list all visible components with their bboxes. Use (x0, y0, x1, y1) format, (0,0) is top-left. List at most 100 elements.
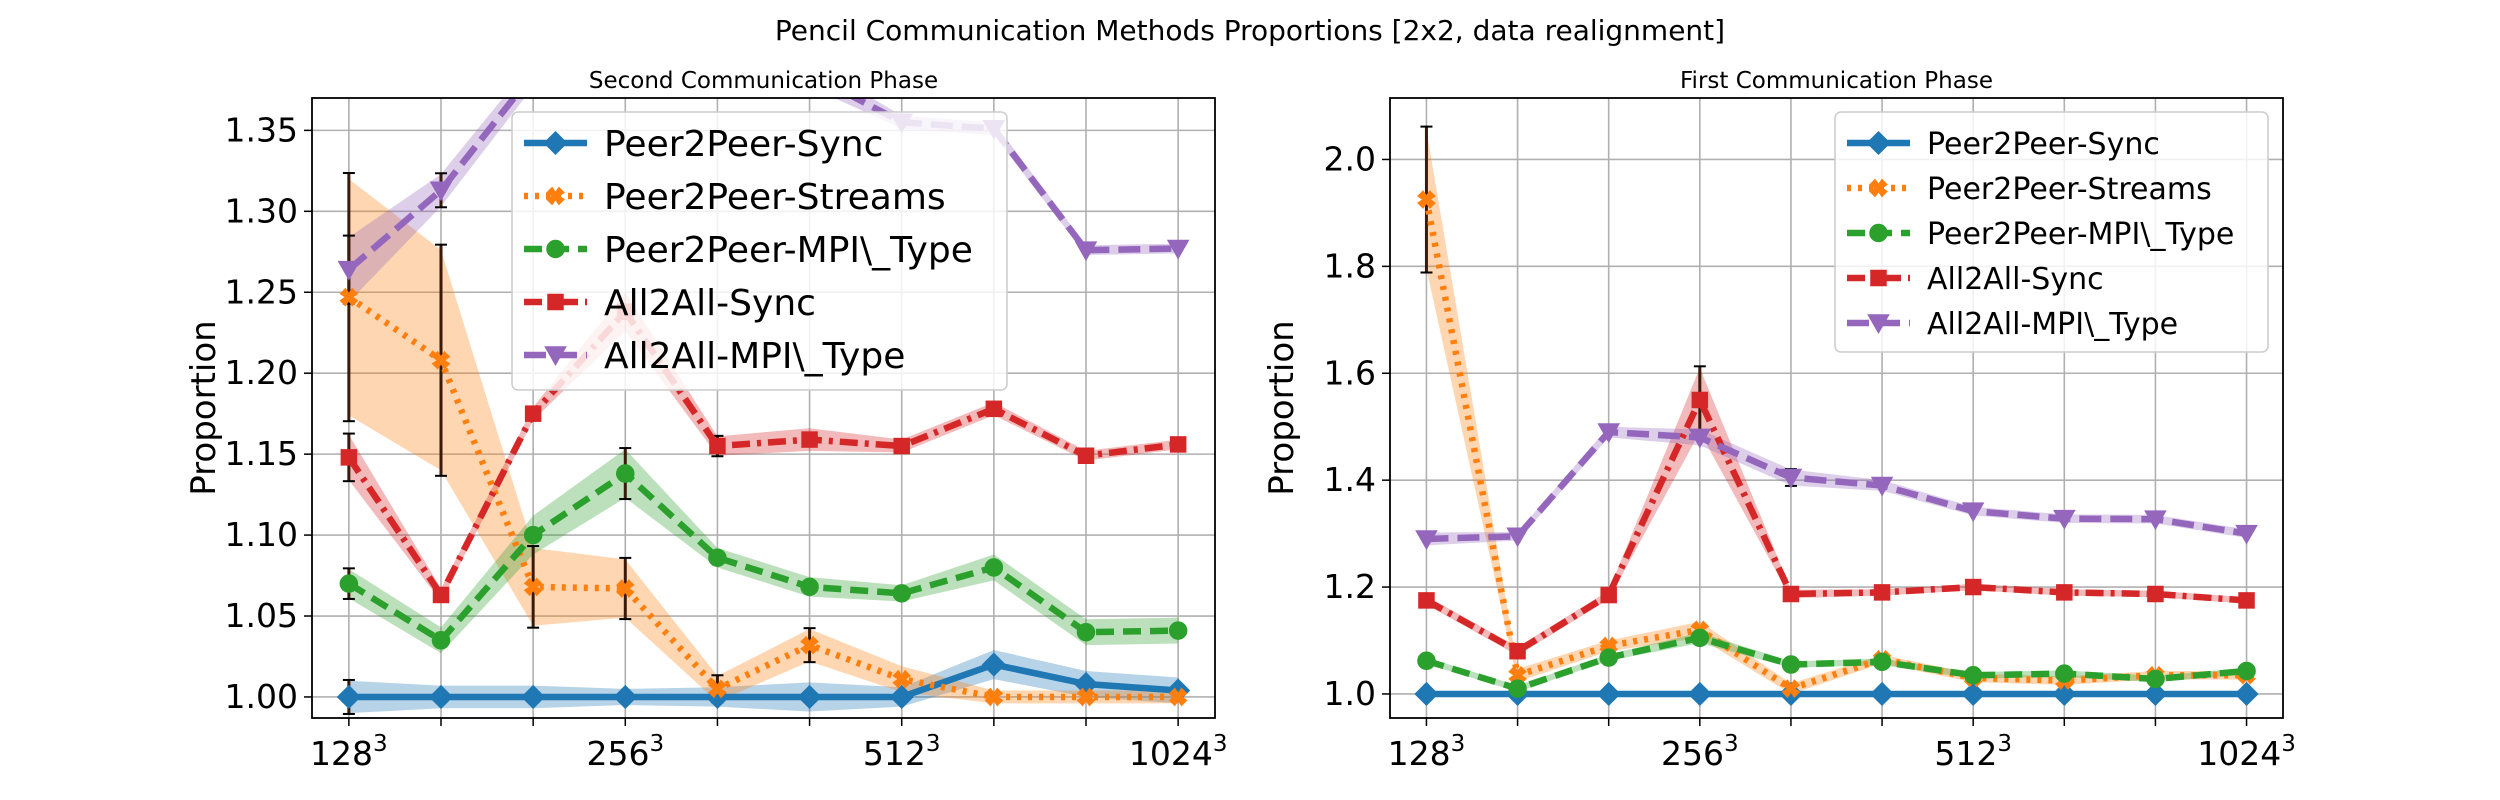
legend-label-all2all-mpi-type: All2All-MPI\_Type (604, 336, 905, 377)
y-tick-label: 1.35 (225, 110, 298, 149)
data-point-all2all-sync (1873, 584, 1891, 601)
y-tick-label: 1.8 (1324, 246, 1376, 285)
data-point-all2all-sync (1691, 391, 1709, 409)
legend-marker-peer2peer-mpi-type (546, 239, 565, 259)
y-tick-label: 1.25 (225, 272, 298, 311)
y-tick-label: 1.6 (1324, 353, 1376, 392)
chart-panel-second-phase: Second Communication Phase Proportion 1.00… (184, 50, 1228, 773)
data-point-all2all-mpi-type (337, 260, 361, 281)
data-point-peer2peer-streams (523, 577, 543, 597)
x-tick-label: 2563 (586, 731, 664, 773)
data-point-peer2peer-mpi-type (1599, 648, 1618, 667)
legend-label-peer2peer-sync: Peer2Peer-Sync (604, 124, 883, 165)
data-point-all2all-sync (2056, 584, 2073, 601)
data-point-peer2peer-sync (1778, 681, 1803, 707)
confidence-band-all2all-sync (348, 292, 1179, 602)
data-point-peer2peer-sync (2052, 681, 2077, 707)
y-tick-label: 1.2 (1324, 567, 1376, 606)
series-line-all2all-mpi-type (1426, 428, 2248, 543)
y-tick-label: 1.4 (1324, 460, 1376, 499)
data-point-peer2peer-streams (1168, 687, 1188, 707)
data-point-peer2peer-mpi-type (984, 558, 1004, 577)
series-line-peer2peer-mpi-type (1425, 634, 2247, 692)
legend-label-peer2peer-streams: Peer2Peer-Streams (604, 177, 946, 218)
series-line-peer2peer-streams (1423, 198, 2247, 692)
data-point-peer2peer-sync (521, 684, 546, 710)
data-point-all2all-sync (2147, 585, 2164, 603)
data-point-all2all-sync (1782, 585, 1800, 603)
y-tick-label: 1.15 (225, 434, 298, 473)
y-tick-label: 1.05 (225, 596, 298, 635)
legend-label-all2all-mpi-type: All2All-MPI\_Type (1927, 307, 2178, 342)
x-tick-label: 10243 (1129, 731, 1228, 773)
data-point-peer2peer-sync (1961, 681, 1986, 707)
x-tick-label: 10243 (2197, 731, 2296, 773)
legend-marker-peer2peer-mpi-type (1869, 223, 1888, 243)
data-point-peer2peer-mpi-type (2055, 664, 2074, 683)
legend-marker-all2all-mpi-type (544, 346, 567, 367)
data-point-all2all-sync (801, 431, 818, 448)
series-line-peer2peer-mpi-type (347, 470, 1179, 644)
data-point-all2all-mpi-type (1074, 241, 1098, 262)
data-point-peer2peer-sync (889, 684, 914, 710)
data-point-peer2peer-streams (892, 669, 912, 689)
data-point-all2all-sync (340, 449, 358, 466)
data-point-peer2peer-mpi-type (1963, 665, 1983, 685)
data-point-peer2peer-sync (2234, 681, 2259, 707)
legend-marker-peer2peer-sync (543, 130, 568, 156)
data-point-peer2peer-streams (1781, 679, 1801, 698)
data-point-peer2peer-mpi-type (2237, 661, 2256, 681)
data-point-peer2peer-sync (2143, 681, 2168, 707)
legend-marker-peer2peer-streams (546, 186, 565, 206)
confidence-band-peer2peer-streams (1426, 130, 2247, 694)
data-point-peer2peer-sync (1687, 681, 1712, 707)
series-line-peer2peer-streams (347, 294, 1179, 701)
legend: Peer2Peer-Sync Peer2Peer-Streams Peer2Peer… (1834, 111, 2269, 353)
legend-marker-peer2peer-sync (1866, 130, 1891, 156)
data-point-peer2peer-mpi-type (431, 631, 451, 650)
data-point-all2all-mpi-type (1166, 239, 1190, 260)
data-point-peer2peer-streams (984, 687, 1004, 707)
y-tick-label: 1.0 (1324, 674, 1376, 713)
y-tick-label: 1.10 (225, 515, 298, 554)
data-point-all2all-sync (524, 405, 542, 422)
data-point-all2all-sync (2238, 592, 2255, 609)
data-point-all2all-sync (1418, 592, 1435, 609)
figure-title: Pencil Communication Methods Proportions… (775, 14, 1725, 47)
y-axis-label: Proportion (1262, 320, 1302, 495)
legend-label-peer2peer-streams: Peer2Peer-Streams (1927, 172, 2212, 207)
x-tick-label: 5123 (863, 731, 941, 773)
data-point-all2all-mpi-type (615, 50, 635, 68)
x-tick-label: 1283 (1388, 731, 1466, 773)
legend-label-all2all-sync: All2All-Sync (1927, 262, 2104, 297)
data-point-peer2peer-sync (428, 684, 454, 710)
panel-title: Second Communication Phase (589, 68, 938, 94)
data-point-peer2peer-mpi-type (1872, 652, 1892, 672)
data-point-all2all-mpi-type (1415, 530, 1438, 550)
data-point-all2all-mpi-type (429, 181, 453, 202)
data-point-peer2peer-mpi-type (1076, 622, 1096, 642)
data-point-peer2peer-sync (1414, 681, 1439, 707)
data-point-peer2peer-sync (797, 684, 822, 710)
data-point-all2all-sync (709, 437, 726, 455)
y-tick-label: 1.00 (225, 677, 298, 716)
series-line-all2all-sync (346, 308, 1179, 599)
data-point-peer2peer-mpi-type (1417, 651, 1436, 671)
data-point-all2all-sync (1169, 436, 1187, 453)
data-point-peer2peer-streams (800, 635, 819, 655)
data-point-peer2peer-streams (1417, 190, 1436, 209)
data-point-all2all-mpi-type (523, 66, 543, 84)
data-point-peer2peer-streams (1508, 665, 1527, 685)
series-group (1414, 125, 2259, 707)
data-point-all2all-mpi-type (1961, 502, 1985, 523)
confidence-band-peer2peer-streams (348, 178, 1179, 704)
axes-frame (1389, 97, 2284, 719)
chart-panel-first-phase: First Communication Phase Proportion 1.0 1.… (1262, 68, 2296, 773)
legend: Peer2Peer-Sync Peer2Peer-Streams Peer2Peer… (511, 111, 1008, 391)
data-point-peer2peer-mpi-type (616, 464, 635, 483)
data-point-peer2peer-mpi-type (1781, 655, 1801, 674)
data-point-peer2peer-mpi-type (1168, 621, 1188, 640)
data-point-peer2peer-streams (339, 287, 359, 307)
series-group (336, 50, 1191, 715)
data-point-peer2peer-mpi-type (339, 574, 359, 593)
